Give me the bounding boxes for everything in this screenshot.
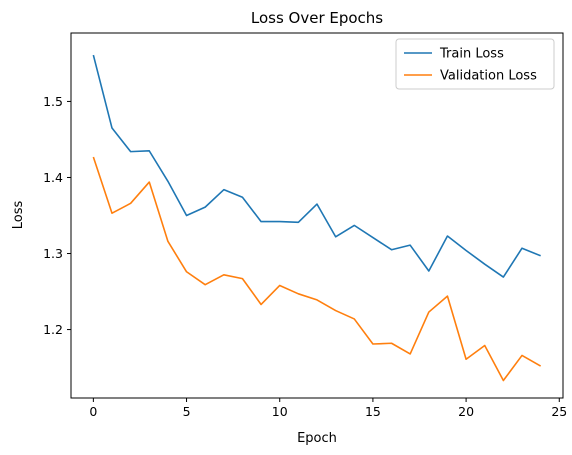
x-tick-label: 10 — [272, 404, 288, 419]
x-tick-label: 15 — [365, 404, 381, 419]
legend-label-train-loss: Train Loss — [439, 47, 504, 62]
axes-frame — [70, 32, 564, 399]
series-layer — [92, 54, 542, 382]
x-tick-label: 0 — [89, 404, 97, 419]
x-axis-label: Epoch — [297, 431, 337, 446]
y-axis-label: Loss — [11, 201, 26, 230]
series-line-validation-loss — [92, 156, 542, 382]
x-tick-label: 5 — [183, 404, 191, 419]
legend-box — [395, 38, 555, 90]
chart-title: Loss Over Epochs — [251, 9, 383, 27]
x-tick-label: 25 — [551, 404, 567, 419]
y-tick-label: 1.2 — [43, 322, 63, 337]
y-tick-label: 1.3 — [43, 246, 63, 261]
y-tick-label: 1.4 — [43, 170, 63, 185]
legend-label-validation-loss: Validation Loss — [440, 69, 537, 84]
x-tick-label: 20 — [458, 404, 474, 419]
y-axis: 1.2 1.3 1.4 1.5 — [43, 94, 71, 337]
y-tick-label: 1.5 — [43, 94, 63, 109]
x-axis: 0 5 10 15 20 25 — [89, 398, 567, 419]
series-line-train-loss — [92, 54, 541, 278]
legend: Train Loss Validation Loss — [395, 38, 555, 90]
